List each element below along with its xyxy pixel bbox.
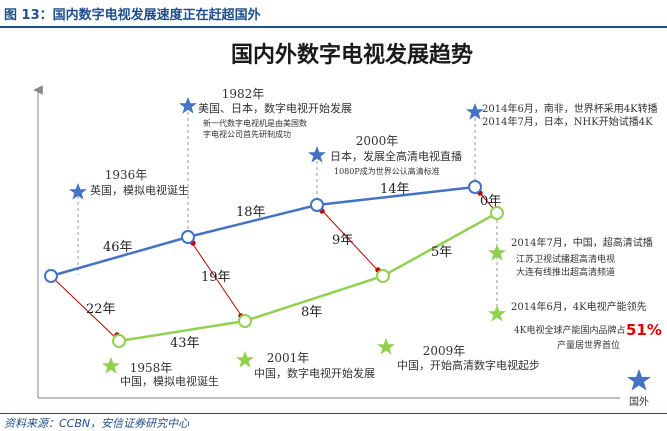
domestic-note-2014a1: 江苏卫视试播超高清电视 [516,253,615,265]
lag-gap-3: 9年 [332,233,353,248]
foreign-note-1982: 新一代数字电视机是由美国数字电视公司首先研制成功 [203,119,307,139]
foreign-year-1936: 1936年 [105,168,148,182]
domestic-desc-2001: 中国，数字电视开始发展 [254,366,375,380]
lag-gap-2: 19年 [201,270,231,285]
foreign-line [50,185,476,278]
domestic-percent: 51% [626,321,662,339]
domestic-gap-3: 5年 [431,245,452,260]
foreign-gap-1: 46年 [103,240,133,255]
foreign-star-2000 [308,146,326,163]
foreign-year-2000: 2000年 [356,134,399,148]
lag-gap-4: 0年 [480,194,501,209]
foreign-gap-2: 18年 [236,205,266,220]
footer-rule [0,413,667,414]
source-note: 资料来源：CCBN，安信证券研究中心 [4,417,190,430]
foreign-year-1982: 1982年 [222,87,265,101]
foreign-note-2000: 1080P成为世界公认高清标准 [334,166,440,176]
domestic-desc-2009: 中国，开始高清数字电视起步 [397,358,540,372]
domestic-year-2009: 2009年 [423,344,466,358]
domestic-note-2014a2: 大连有线推出超高清频道 [516,266,615,278]
lag-line-3 [316,204,384,277]
figure-label: 图 13：国内数字电视发展速度正在赶超国外 [4,8,261,23]
foreign-node-2000 [310,198,324,212]
domestic-star-2001 [236,351,254,368]
domestic-year-1958: 1958年 [130,361,173,375]
foreign-star-1982 [179,97,197,114]
foreign-node-1982 [181,230,195,244]
domestic-gap-2: 8年 [301,305,322,320]
foreign-node-1936 [44,269,58,283]
foreign-desc-2000: 日本，发展全高清电视直播 [330,149,462,163]
domestic-node-2001 [238,314,252,328]
legend-foreign-star [627,369,651,391]
domestic-desc-2014a: 2014年7月，中国，超高清试播 [511,236,653,249]
domestic-gap-1: 43年 [170,336,200,351]
diagram-title: 国内外数字电视发展趋势 [231,42,473,68]
foreign-desc-2014a: 2014年6月，南非，世界杯采用4K转播 [482,102,658,115]
foreign-desc-1982: 美国、日本，数字电视开始发展 [198,101,352,115]
domestic-year-2001: 2001年 [267,351,310,365]
domestic-desc-2014b: 2014年6月，4K电视产能领先 [511,300,647,313]
domestic-star-2009 [377,338,395,355]
domestic-node-2014 [490,206,504,220]
legend-foreign-label: 国外 [629,396,649,408]
domestic-star-2014a [488,244,506,261]
domestic-node-1958 [112,334,126,348]
domestic-desc-1958: 中国，模拟电视诞生 [120,374,219,388]
domestic-star-2014b [488,305,506,322]
foreign-star-2014 [466,103,484,120]
foreign-star-1936 [69,183,87,200]
foreign-desc-1936: 英国，模拟电视诞生 [90,183,189,197]
domestic-note-2014b1: 4K电视全球产能国内品牌占 [514,324,625,336]
lag-line-1 [50,275,120,342]
domestic-node-2009 [376,269,390,283]
foreign-gap-3: 14年 [380,182,410,197]
foreign-node-2014 [468,180,482,194]
lag-line-2 [187,236,246,322]
foreign-desc-2014b: 2014年7月，日本，NHK开始试播4K [482,115,653,128]
header-rule [0,26,667,28]
domestic-star-1958 [102,357,120,374]
domestic-note-2014b2: 产量居世界首位 [557,339,620,351]
lag-gap-1: 22年 [86,302,116,317]
domestic-line [118,211,498,343]
